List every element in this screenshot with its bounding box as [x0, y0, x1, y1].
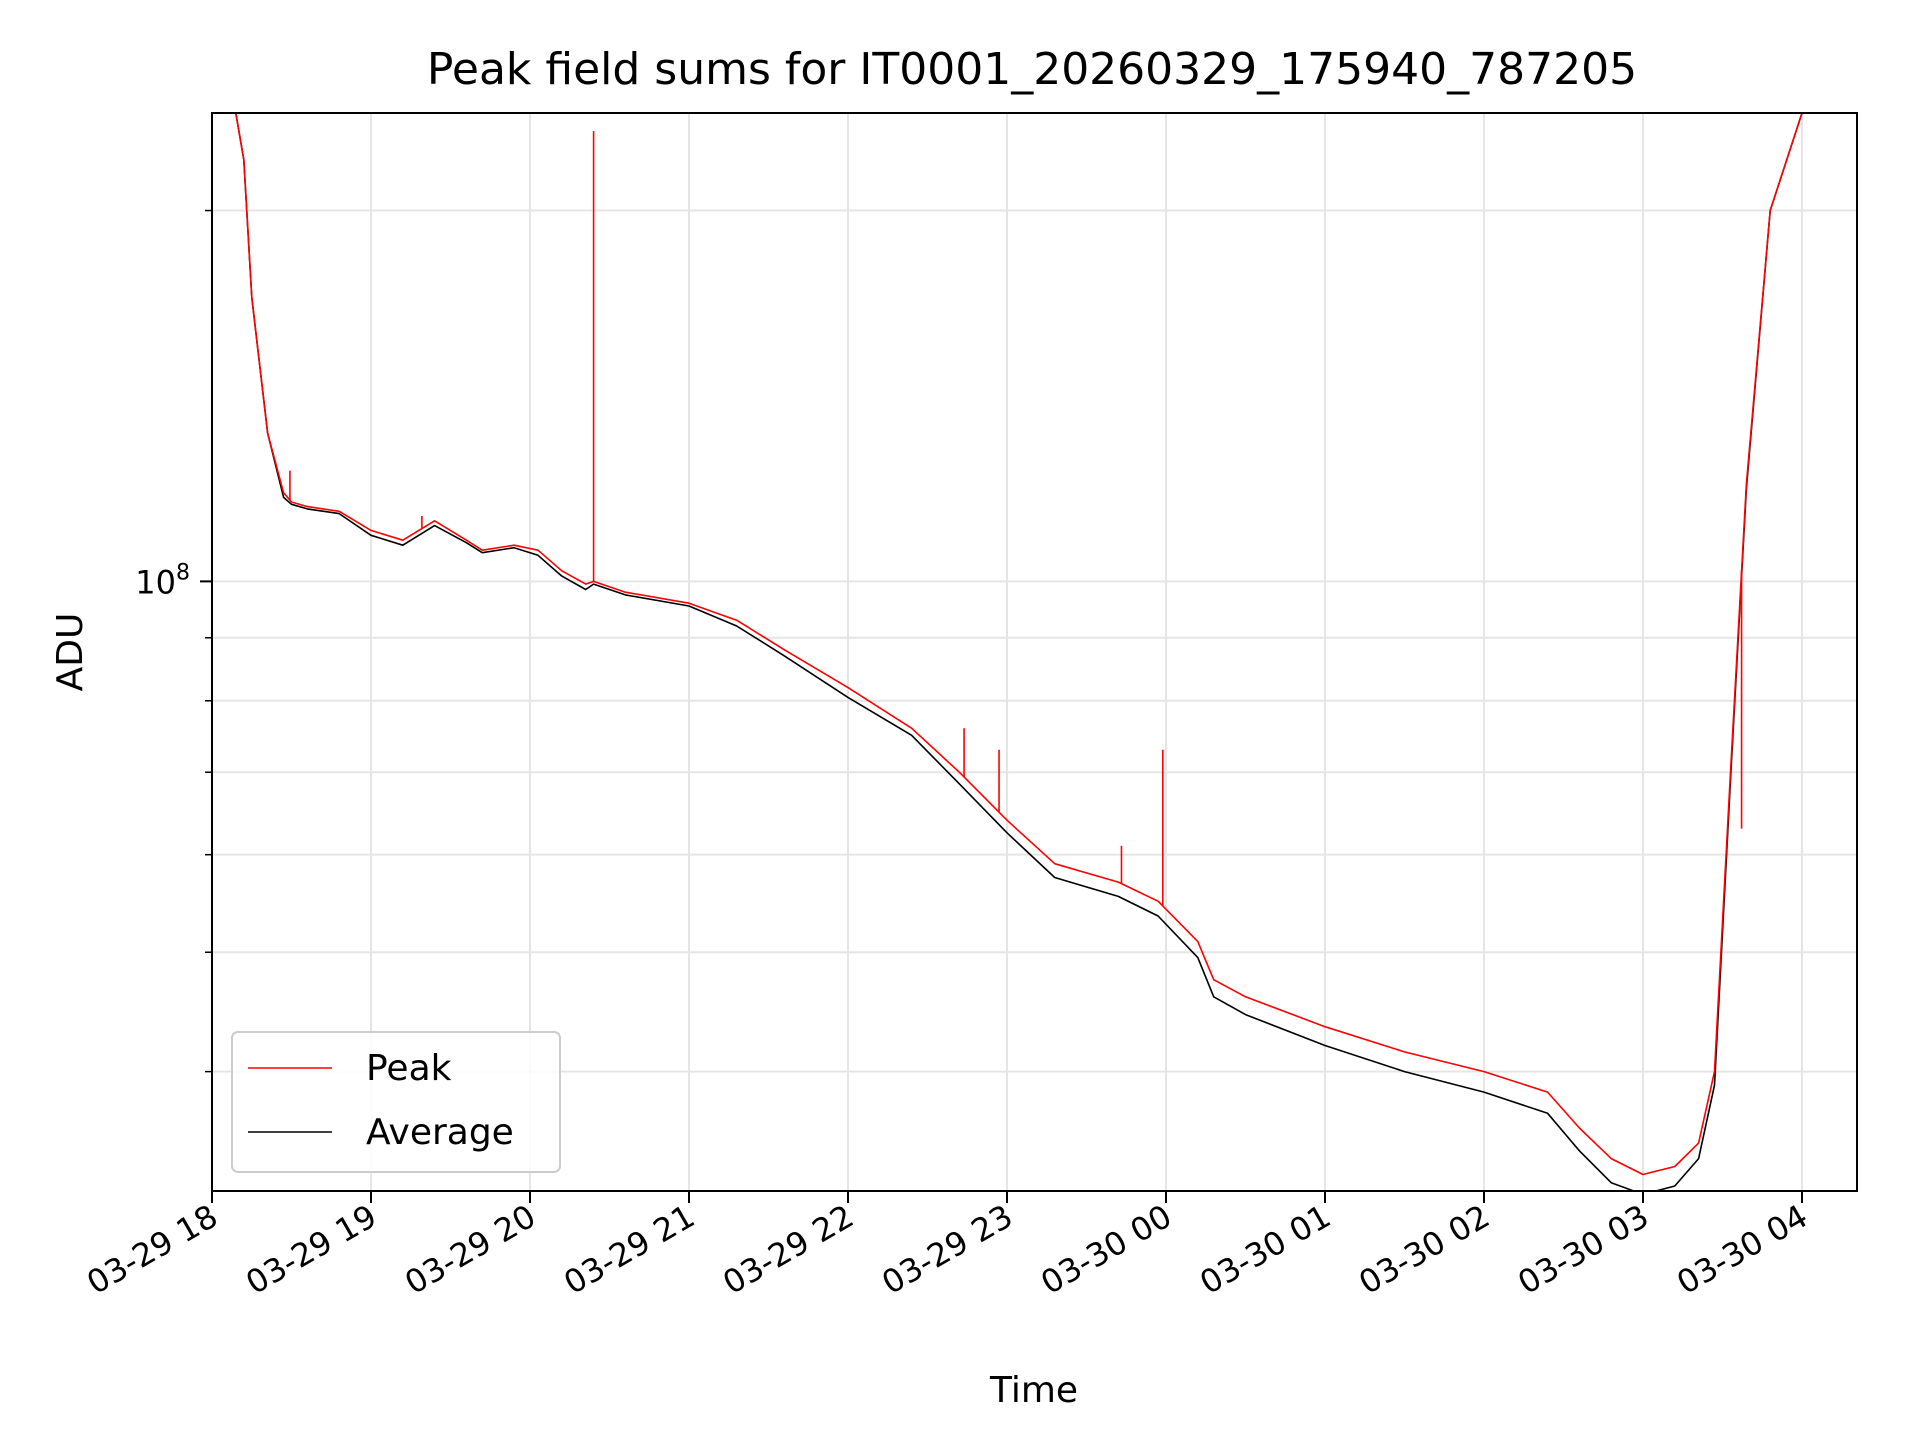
series-line-average: [235, 113, 1834, 1191]
legend-box: [231, 1031, 561, 1173]
y-tick-label-base: 10: [135, 563, 176, 601]
y-tick-label-exponent: 8: [176, 560, 190, 585]
series-line-peak: [235, 113, 1834, 1176]
y-tick-label: 108: [135, 560, 190, 601]
x-axis-label: Time: [989, 1370, 1078, 1411]
legend-label-peak: Peak: [366, 1048, 452, 1089]
chart-title: Peak field sums for IT0001_20260329_1759…: [427, 44, 1637, 95]
y-axis-label: ADU: [50, 613, 91, 692]
legend: Peak Average: [231, 1031, 561, 1173]
plot-frame: [211, 112, 1858, 1192]
legend-label-average: Average: [366, 1112, 514, 1153]
plot-area: [235, 113, 1834, 1191]
grid: [211, 113, 1857, 1191]
y-axis: 108: [135, 209, 212, 1073]
